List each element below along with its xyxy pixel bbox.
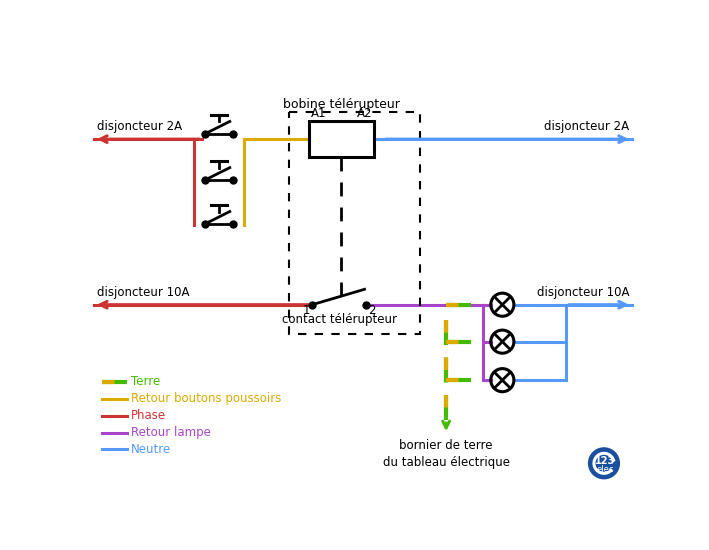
Text: bobine télérupteur: bobine télérupteur — [283, 98, 400, 111]
Text: disjoncteur 2A: disjoncteur 2A — [96, 120, 182, 133]
Text: 1: 1 — [302, 304, 310, 317]
Text: Retour lampe: Retour lampe — [131, 426, 211, 439]
Text: disjoncteur 10A: disjoncteur 10A — [96, 285, 189, 299]
Text: bornier de terre
du tableau électrique: bornier de terre du tableau électrique — [383, 439, 510, 469]
Text: Terre: Terre — [131, 375, 160, 388]
Text: Phase: Phase — [131, 409, 167, 422]
Bar — [289, 112, 420, 334]
Circle shape — [588, 448, 620, 478]
Text: Retour boutons poussoirs: Retour boutons poussoirs — [131, 392, 281, 405]
Bar — [309, 122, 374, 157]
Text: elec: elec — [596, 465, 613, 474]
Text: 123: 123 — [595, 456, 615, 466]
Text: disjoncteur 10A: disjoncteur 10A — [537, 285, 630, 299]
Text: A1: A1 — [311, 107, 326, 120]
Text: disjoncteur 2A: disjoncteur 2A — [545, 120, 630, 133]
Text: 2: 2 — [369, 304, 376, 317]
Text: Neutre: Neutre — [131, 443, 172, 456]
Text: contact télérupteur: contact télérupteur — [281, 313, 396, 326]
Text: A2: A2 — [357, 107, 372, 120]
